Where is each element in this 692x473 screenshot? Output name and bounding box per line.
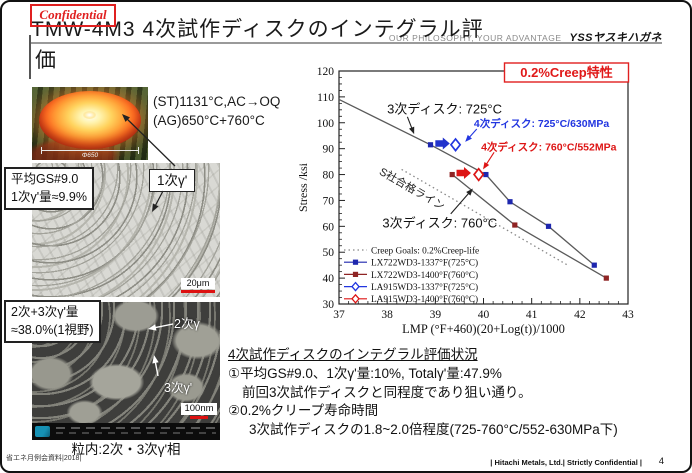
svg-text:30: 30 [323,299,335,311]
slide-title-line1: TMW-4M3 4次試作ディスクのインテグラル評 [31,18,484,41]
optical-scale-bar: 20μm [181,277,215,293]
evaluation-summary: 4次試作ディスクのインテグラル評価状況 ①平均GS#9.0、1次γ'量:10%,… [228,346,690,440]
summary-line: ②0.2%クリープ寿命時間 [228,403,379,419]
optical-scale-label: 20μm [181,277,215,289]
title-box-border [29,35,31,79]
svg-text:Creep Goals: 0.2%Creep-life: Creep Goals: 0.2%Creep-life [371,245,479,256]
gamma-fraction-line2: ≈38.0%(1視野) [11,322,94,337]
sem-metadata-text [56,426,216,437]
summary-heading: 4次試作ディスクのインテグラル評価状況 [228,347,478,362]
svg-text:80: 80 [323,170,335,182]
disk-center-glow [83,111,96,119]
svg-text:LX722WD3-1400°F(760°C): LX722WD3-1400°F(760°C) [371,270,478,281]
footer-source: 省エネ月例会資料|2018| [6,455,82,462]
svg-text:LA915WD3-1400°F(760°C): LA915WD3-1400°F(760°C) [371,294,478,305]
slide-title-line2: 価 [35,49,56,72]
summary-line: 3次試作ディスクの1.8~2.0倍程度(725-760°C/552-630MPa… [249,422,618,438]
grain-size-info-box: 平均GS#9.0 1次γ'量≈9.9% [4,167,94,210]
brand-tagline: OUR PHILOSOPHY, YOUR ADVANTAGE [388,33,562,43]
svg-text:40: 40 [478,309,490,321]
grain-size-line2: 1次γ'量≈9.9% [11,189,87,204]
svg-text:41: 41 [526,309,538,321]
svg-text:LX722WD3-1337°F(725°C): LX722WD3-1337°F(725°C) [371,258,478,269]
header-rule [30,42,662,44]
svg-text:60: 60 [323,221,335,233]
page-number: 4 [658,456,664,467]
confidential-stamp: Confidential [30,4,116,27]
optical-scale-rule [181,289,215,293]
svg-text:4次ディスク: 760°C/552MPa: 4次ディスク: 760°C/552MPa [481,140,617,153]
svg-text:Stress /ksi: Stress /ksi [296,162,310,212]
svg-text:3次ディスク: 725°C: 3次ディスク: 725°C [387,102,502,117]
heat-treatment-line2: (AG)650°C+760°C [153,113,265,128]
gamma-tertiary-label: 3次γ' [164,381,193,395]
gamma-fraction-info-box: 2次+3次γ'量 ≈38.0%(1視野) [4,300,101,343]
sem-image: 2次γ 3次γ' 100nm [32,302,220,440]
svg-text:4次ディスク: 725°C/630MPa: 4次ディスク: 725°C/630MPa [474,117,610,130]
sem-scale-bar: 100nm [181,402,217,419]
sem-metadata-strip [32,423,220,440]
svg-text:37: 37 [333,309,345,321]
svg-text:3次ディスク: 760°C: 3次ディスク: 760°C [382,216,497,231]
svg-text:120: 120 [317,66,335,78]
sem-vendor-logo [35,426,50,437]
heat-treatment-text: (ST)1131°C,AC→OQ (AG)650°C+760°C [153,92,280,130]
svg-text:100: 100 [317,118,335,130]
svg-text:43: 43 [622,309,634,321]
svg-text:LA915WD3-1337°F(725°C): LA915WD3-1337°F(725°C) [371,282,478,293]
svg-text:LMP (°F+460)(20+Log(t))/1000: LMP (°F+460)(20+Log(t))/1000 [402,322,565,336]
svg-text:0.2%Creep特性: 0.2%Creep特性 [520,65,612,80]
svg-text:39: 39 [430,309,442,321]
gamma-primary-label: 1次γ' [149,169,196,192]
sem-scale-rule [190,415,208,419]
diameter-measure-line [41,147,139,154]
svg-text:38: 38 [381,309,393,321]
footer-confidential: | Hitachi Metals, Ltd.| Strictly Confide… [490,458,642,467]
svg-text:70: 70 [323,195,335,207]
heat-treatment-line1: (ST)1131°C,AC→OQ [153,94,281,109]
sem-scale-label: 100nm [181,402,217,415]
gamma-secondary-label: 2次γ [174,317,200,331]
disk-photo: Φ650 [32,87,148,160]
summary-line: ①平均GS#9.0、1次γ'量:10%, Totalγ'量:47.9% [228,365,502,381]
glowing-disk [39,91,141,149]
creep-chart-svg: 37 38 39 40 41 42 43 30 40 50 60 70 80 90 100 110 120 LMP… [296,62,634,336]
svg-text:40: 40 [323,273,335,285]
svg-text:42: 42 [574,309,586,321]
creep-chart: 37 38 39 40 41 42 43 30 40 50 60 70 80 90 100 110 120 LMP… [296,59,690,349]
sem-caption: 粒内:2次・3次γ'相 [71,442,181,457]
gamma-fraction-line1: 2次+3次γ'量 [11,305,79,319]
brand-logo: YSSヤスキハガネ [569,32,662,44]
disk-diameter-label: Φ650 [81,152,99,159]
svg-text:50: 50 [323,247,335,259]
summary-line: 前回3次試作ディスクと同程度であり狙い通り。 [242,384,532,400]
svg-text:110: 110 [317,92,334,104]
brand-header: OUR PHILOSOPHY, YOUR ADVANTAGE YSSヤスキハガネ [389,28,662,46]
grain-size-line1: 平均GS#9.0 [11,172,79,186]
svg-text:90: 90 [323,144,335,156]
